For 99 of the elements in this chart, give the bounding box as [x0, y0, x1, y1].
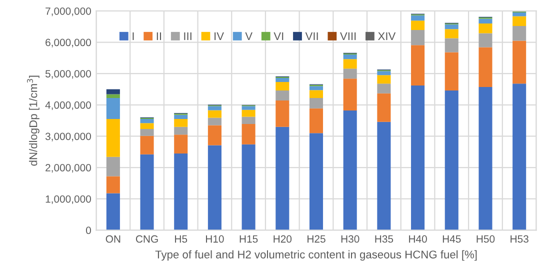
- y-tick-label: 6,000,000: [46, 38, 91, 48]
- bar: [106, 156, 120, 176]
- bar: [208, 106, 222, 110]
- bar: [444, 52, 458, 90]
- bar: [140, 136, 154, 154]
- bar: [174, 118, 188, 127]
- bar: [140, 118, 154, 124]
- bar: [106, 118, 120, 157]
- bar: [444, 29, 458, 38]
- bar: [106, 176, 120, 194]
- bar: [276, 78, 290, 82]
- bar: [208, 145, 222, 230]
- bar: [478, 23, 492, 34]
- bar: [377, 75, 391, 84]
- bar: [444, 90, 458, 230]
- x-tick-label: H50: [476, 235, 495, 243]
- x-tick-label: H5: [175, 235, 188, 243]
- bar: [276, 100, 290, 127]
- bar: [512, 40, 526, 84]
- bar: [478, 18, 492, 24]
- bar: [377, 93, 391, 122]
- bar: [106, 98, 120, 119]
- bar: [174, 153, 188, 230]
- legend-label: IV: [214, 32, 224, 40]
- bar: [140, 129, 154, 136]
- bar: [174, 114, 188, 119]
- bar: [309, 90, 324, 98]
- x-tick-label: H20: [274, 235, 292, 243]
- bar: [309, 86, 324, 90]
- y-axis-title: dN/dlogDp [1/cm$^{3}$]: [27, 76, 40, 166]
- bar: [478, 87, 492, 230]
- bar: [106, 193, 120, 230]
- x-tick-label: H10: [206, 235, 224, 243]
- x-tick-label: CNG: [136, 235, 158, 243]
- bar: [174, 134, 188, 154]
- bar: [444, 38, 458, 52]
- y-tick-label: 3,000,000: [45, 132, 91, 142]
- bar: [309, 108, 324, 134]
- x-axis-title: Type of fuel and H2 volumetric content in gaseous HCNG fuel [%]: [155, 250, 477, 261]
- y-tick-label: 7,000,000: [46, 7, 91, 16]
- bar: [343, 68, 357, 79]
- y-tick-label: 5,000,000: [45, 70, 91, 79]
- bar: [343, 59, 357, 69]
- bar: [478, 47, 492, 88]
- bar: [411, 20, 425, 30]
- y-tick-label: 1,000,000: [46, 195, 91, 204]
- bar: [208, 110, 222, 118]
- bar: [512, 84, 526, 230]
- bar: [377, 122, 391, 230]
- y-tick-label: 2,000,000: [46, 164, 91, 173]
- legend-label: XIV: [378, 32, 396, 40]
- x-tick-label: ON: [106, 235, 120, 243]
- bar: [242, 116, 256, 124]
- y-tick-label: 0: [86, 226, 91, 234]
- bar: [242, 124, 256, 144]
- x-tick-label: H30: [341, 235, 360, 243]
- y-tick-label: 4,000,000: [45, 101, 91, 110]
- bar: [276, 82, 290, 90]
- bar: [242, 110, 256, 117]
- bar: [478, 33, 492, 48]
- bar: [309, 98, 324, 108]
- bar: [512, 16, 526, 26]
- legend-label: VII: [305, 32, 318, 40]
- bar: [512, 12, 526, 16]
- bar: [343, 54, 357, 60]
- bar: [411, 15, 425, 21]
- bar: [174, 126, 188, 135]
- x-tick-label: H35: [375, 235, 394, 243]
- legend-label: VI: [274, 32, 284, 40]
- bar: [242, 144, 256, 230]
- bar: [106, 89, 120, 94]
- x-tick-label: H15: [240, 235, 258, 243]
- bar: [377, 71, 391, 76]
- bar: [309, 133, 324, 230]
- x-tick-label: H40: [409, 235, 427, 243]
- legend-label: VIII: [340, 32, 356, 40]
- legend-label: V: [245, 32, 252, 40]
- bar: [411, 45, 425, 86]
- bar: [208, 118, 222, 126]
- bar: [276, 90, 290, 101]
- bar: [208, 125, 222, 146]
- bar: [242, 106, 256, 110]
- bar: [444, 24, 458, 30]
- x-tick-label: H25: [308, 235, 326, 243]
- bar: [343, 78, 357, 111]
- bar: [512, 26, 526, 41]
- legend-label: I: [132, 32, 134, 40]
- bar: [140, 123, 154, 130]
- bar: [343, 110, 357, 230]
- bar: [377, 84, 391, 94]
- bar: [140, 154, 154, 230]
- bar: [411, 30, 425, 46]
- bar: [276, 126, 290, 230]
- x-tick-label: H53: [510, 235, 528, 243]
- x-tick-label: H45: [442, 235, 461, 243]
- bar: [106, 94, 120, 98]
- legend-label: III: [184, 32, 192, 40]
- bar: [411, 85, 425, 230]
- legend-label: II: [156, 32, 162, 40]
